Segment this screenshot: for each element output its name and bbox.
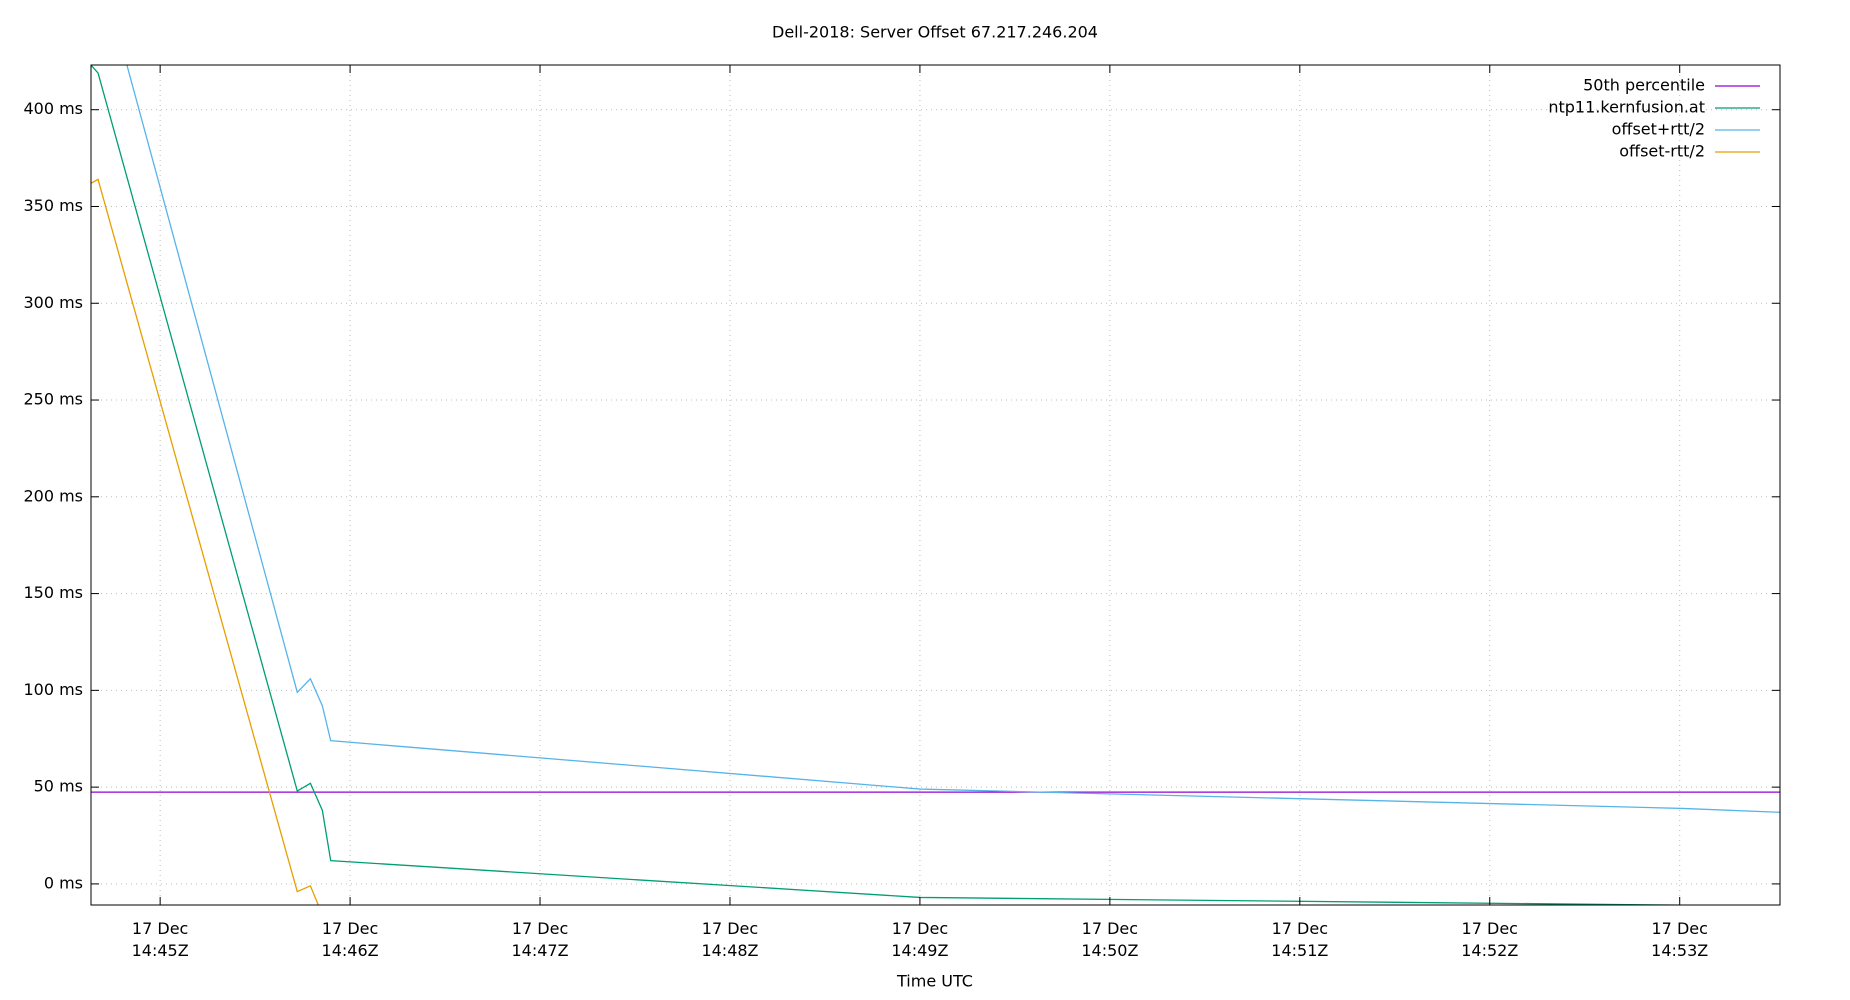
y-tick-label: 50 ms	[34, 777, 83, 796]
y-tick-label: 250 ms	[23, 390, 83, 409]
x-tick-label: 17 Dec 14:48Z	[701, 919, 758, 960]
series-line	[91, 65, 1729, 905]
y-tick-label: 150 ms	[23, 583, 83, 602]
y-tick-label: 0 ms	[44, 873, 83, 892]
series-line	[91, 178, 319, 905]
x-tick-label: 17 Dec 14:49Z	[891, 919, 948, 960]
x-tick-label: 17 Dec 14:53Z	[1651, 919, 1708, 960]
y-tick-label: 100 ms	[23, 680, 83, 699]
grid	[91, 65, 1780, 905]
legend-label: ntp11.kernfusion.at	[1548, 98, 1705, 117]
x-tick-label: 17 Dec 14:47Z	[511, 919, 568, 960]
x-tick-label: 17 Dec 14:46Z	[322, 919, 379, 960]
legend: 50th percentile ntp11.kernfusion.at offset…	[1548, 76, 1760, 161]
series-line	[126, 65, 1780, 813]
plot-area	[91, 65, 1780, 905]
x-tick-label: 17 Dec 14:51Z	[1271, 919, 1328, 960]
y-tick-label: 350 ms	[23, 196, 83, 215]
legend-label: offset+rtt/2	[1612, 120, 1705, 139]
legend-label: 50th percentile	[1583, 76, 1705, 95]
axes: 0 ms 50 ms 100 ms 150 ms 200 ms 250 ms 300 ms 3…	[23, 65, 1780, 960]
legend-label: offset-rtt/2	[1619, 142, 1705, 161]
plot-frame	[90, 64, 1781, 906]
y-tick-label: 200 ms	[23, 486, 83, 505]
x-tick-label: 17 Dec 14:52Z	[1461, 919, 1518, 960]
y-tick-label: 400 ms	[23, 99, 83, 118]
x-tick-label: 17 Dec 14:50Z	[1081, 919, 1138, 960]
x-tick-label: 17 Dec 14:45Z	[132, 919, 189, 960]
y-tick-label: 300 ms	[23, 293, 83, 312]
x-axis-label: Time UTC	[896, 972, 973, 991]
chart-title: Dell-2018: Server Offset 67.217.246.204	[772, 23, 1098, 42]
